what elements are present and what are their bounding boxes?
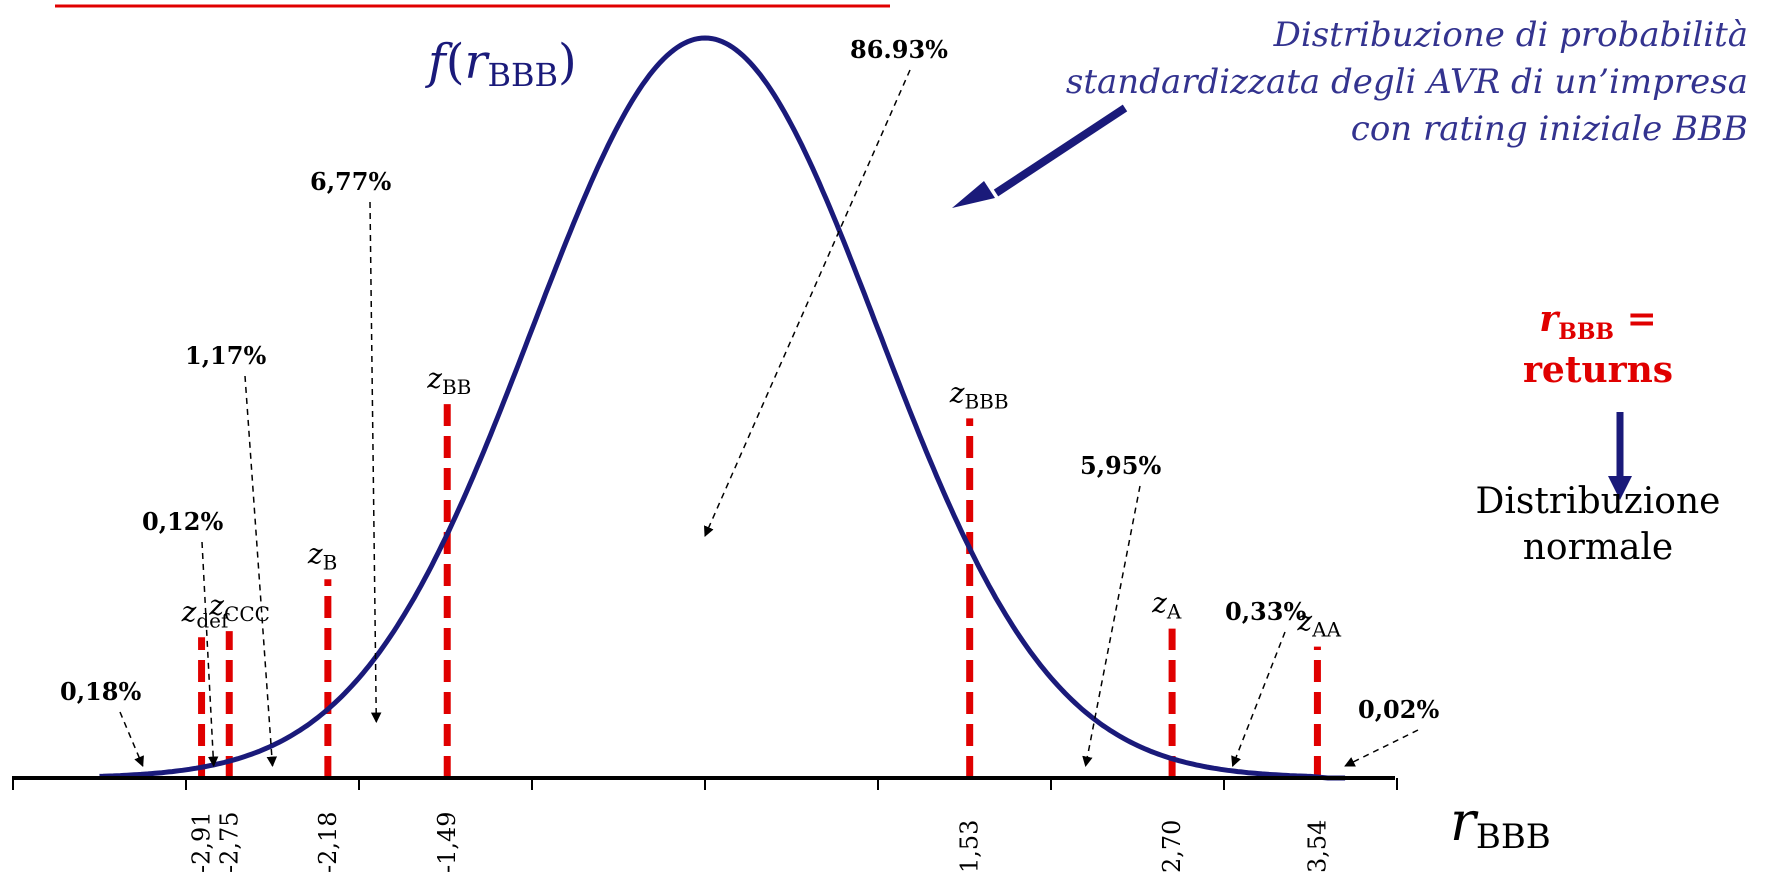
probability-label: 0,12% [142, 507, 223, 536]
leader-arrow [703, 69, 911, 537]
big-arrow-head [952, 181, 995, 208]
threshold-label-b: zB [307, 537, 337, 574]
returns-sub: BBB [1558, 319, 1615, 346]
leader-arrow [1344, 729, 1419, 767]
tick-label: 1,53 [956, 820, 984, 873]
tick-label: -2,18 [314, 811, 342, 873]
probability-label: 86.93% [850, 35, 948, 64]
probability-label: 0,33% [1225, 597, 1306, 626]
probability-label: 0,02% [1358, 695, 1439, 724]
returns-eq: = [1614, 298, 1657, 340]
returns-note: rBBB = returns Distribuzione normale [1448, 300, 1748, 571]
normal-distribution-label: Distribuzione normale [1475, 481, 1721, 569]
tick-label: -2,75 [215, 811, 243, 873]
threshold-label-bb: zBB [426, 362, 471, 399]
tick-label: 2,70 [1158, 820, 1186, 873]
chart-title: Distribuzione di probabilità standardizz… [1065, 15, 1748, 149]
down-arrow-head [1608, 476, 1632, 500]
threshold-label-aa: zAA [1296, 605, 1341, 642]
threshold-label-a: zA [1151, 587, 1182, 624]
leader-arrow [244, 375, 278, 768]
density-label: f(rBBB) [425, 34, 577, 94]
leader-arrow [1231, 631, 1286, 767]
returns-label: rBBB = returns [1448, 300, 1748, 389]
threshold-label-ccc: zCCC [208, 589, 270, 626]
threshold-label-def: zdef [181, 595, 230, 632]
tick-label: 3,54 [1303, 820, 1331, 873]
leader-arrow [1082, 485, 1141, 768]
threshold-label-bbb: zBBB [949, 376, 1009, 413]
leader-arrow [369, 201, 382, 724]
axis-label: rBBB [1450, 790, 1551, 857]
leader-arrow [119, 711, 144, 767]
probability-label: 5,95% [1080, 451, 1161, 480]
probability-label: 6,77% [310, 167, 391, 196]
big-arrow-to-curve [993, 104, 1128, 197]
probability-label: 0,18% [60, 677, 141, 706]
tick-label: -2,91 [188, 811, 216, 873]
returns-var: r [1539, 298, 1559, 340]
leader-arrow [201, 541, 219, 768]
density-curve [99, 35, 1346, 781]
tick-label: -1,49 [433, 811, 461, 873]
returns-word: returns [1522, 349, 1674, 392]
probability-label: 1,17% [185, 341, 266, 370]
